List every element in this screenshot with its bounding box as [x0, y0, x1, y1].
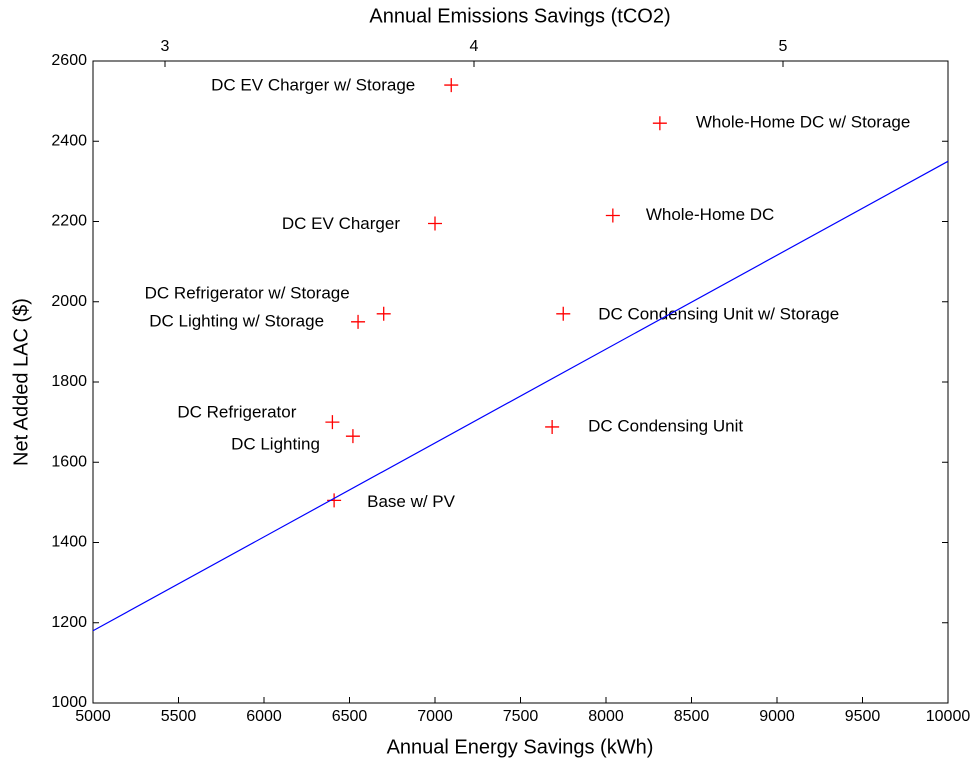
fit-line	[92, 160, 949, 632]
y-tick-label: 1000	[51, 694, 87, 711]
y-tick-label: 2200	[51, 213, 87, 230]
y-tick-label: 2000	[51, 293, 87, 310]
x2-tick-label: 5	[779, 38, 788, 55]
point	[345, 429, 360, 444]
x-tick-label: 5000	[75, 708, 111, 725]
x2-axis-label: Annual Emissions Savings (tCO2)	[369, 5, 670, 27]
point-label: DC Condensing Unit w/ Storage	[598, 304, 839, 323]
point-label: DC Refrigerator w/ Storage	[145, 283, 350, 302]
x-tick-label: 10000	[926, 708, 971, 725]
point	[556, 306, 571, 321]
point-label: Base w/ PV	[367, 492, 456, 511]
point-label: DC Lighting	[231, 435, 320, 454]
point	[444, 78, 459, 93]
x-tick-label: 6500	[332, 708, 368, 725]
point-label: DC EV Charger	[282, 214, 400, 233]
point-label: Whole-Home DC	[646, 205, 774, 224]
point	[428, 216, 442, 231]
x-tick-label: 8500	[674, 708, 710, 725]
x-tick-label: 7000	[417, 708, 453, 725]
x-tick-label: 9000	[759, 708, 795, 725]
x-tick-label: 5500	[161, 708, 197, 725]
plot-frame	[92, 60, 949, 704]
y-tick-label: 2400	[51, 132, 87, 149]
point	[351, 314, 366, 329]
y-tick-label: 1200	[51, 614, 87, 631]
x-tick-label: 7500	[503, 708, 539, 725]
x2-tick-label: 3	[161, 38, 170, 55]
y-axis-label: Net Added LAC ($)	[10, 298, 32, 466]
point-label: DC EV Charger w/ Storage	[211, 76, 415, 95]
point-label: DC Lighting w/ Storage	[149, 311, 324, 330]
point	[325, 415, 340, 430]
x-tick-label: 9500	[845, 708, 881, 725]
point	[652, 116, 667, 131]
x-axis-label: Annual Energy Savings (kWh)	[387, 736, 654, 758]
point	[545, 419, 560, 434]
x-tick-label: 8000	[588, 708, 624, 725]
point-label: DC Condensing Unit	[588, 416, 743, 435]
x-tick-label: 6000	[246, 708, 282, 725]
y-tick-label: 1800	[51, 373, 87, 390]
y-tick-label: 1600	[51, 453, 87, 470]
point	[376, 306, 391, 321]
point-label: Whole-Home DC w/ Storage	[696, 113, 910, 132]
y-tick-label: 1400	[51, 534, 87, 551]
x2-tick-label: 4	[470, 38, 479, 55]
y-tick-label: 2600	[51, 52, 87, 69]
point	[605, 208, 620, 223]
point-label: DC Refrigerator	[177, 403, 296, 422]
